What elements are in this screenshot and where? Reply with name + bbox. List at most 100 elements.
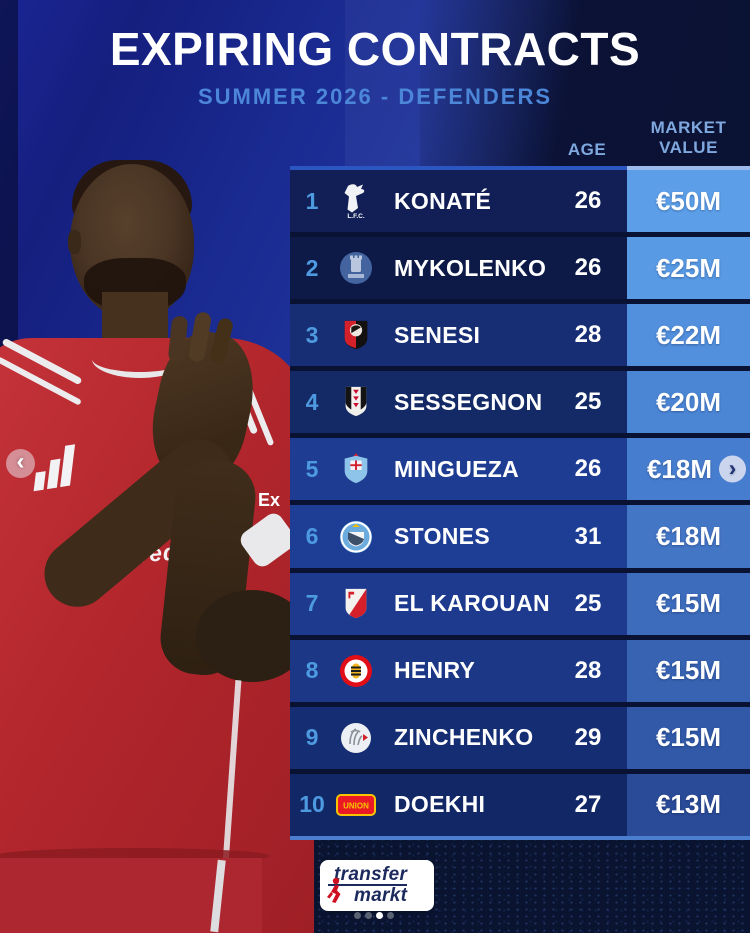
player-age: 31 bbox=[574, 522, 602, 550]
rank: 7 bbox=[305, 590, 319, 617]
market-value: €50M bbox=[655, 185, 722, 216]
svg-text:L.F.C.: L.F.C. bbox=[347, 213, 365, 220]
market-value: €13M bbox=[655, 789, 722, 820]
market-value: €18M bbox=[646, 453, 713, 484]
player-ear bbox=[68, 230, 81, 254]
player-age: 26 bbox=[574, 187, 602, 215]
carousel-dot[interactable] bbox=[365, 912, 372, 919]
shirt-collar bbox=[92, 340, 188, 378]
brand-text: markt bbox=[354, 885, 408, 906]
table-top-border bbox=[290, 166, 627, 170]
player-name: EL KAROUANI bbox=[394, 590, 549, 617]
player-age: 26 bbox=[574, 455, 602, 483]
carousel-prev-button[interactable]: ‹ bbox=[6, 449, 35, 478]
carousel-dot[interactable] bbox=[354, 912, 361, 919]
ajax-crest bbox=[334, 720, 378, 756]
table-row: 5 MINGUEZA 26 €18M › bbox=[290, 438, 750, 501]
market-value-cell: €18M bbox=[627, 505, 750, 568]
rank: 9 bbox=[305, 724, 319, 751]
table-row: 7 EL KAROUANI 25 €15M bbox=[290, 572, 750, 635]
manchester-city-crest bbox=[334, 519, 378, 555]
market-value-cell: €50M bbox=[627, 170, 750, 233]
shirt-sponsor-text: ndard bbox=[85, 511, 156, 543]
table-row: 2 MYKOLENKO 26 €25M bbox=[290, 237, 750, 300]
shirt-sponsor-text: hartered bbox=[77, 538, 179, 572]
market-value-cell: €20M bbox=[627, 371, 750, 434]
player-age: 26 bbox=[574, 254, 602, 282]
rank: 2 bbox=[305, 254, 319, 281]
rank: 3 bbox=[305, 321, 319, 348]
rank: 10 bbox=[299, 791, 325, 818]
celta-vigo-crest bbox=[334, 451, 378, 487]
rank: 6 bbox=[305, 523, 319, 550]
expiring-contracts-table: 1 L.F.C. KONATÉ 26 €50M 2 MYKOLENKO 26 €… bbox=[290, 166, 750, 840]
market-value: €25M bbox=[655, 252, 722, 283]
table-row: 10 UNION DOEKHI 27 €13M bbox=[290, 773, 750, 836]
player-finger bbox=[187, 310, 213, 364]
player-age: 29 bbox=[574, 723, 602, 751]
player-name: HENRY bbox=[394, 657, 476, 684]
liverpool-crest: L.F.C. bbox=[334, 182, 378, 220]
bournemouth-crest bbox=[334, 317, 378, 353]
transfermarkt-player-icon bbox=[327, 877, 341, 903]
market-value-cell: €15M bbox=[627, 572, 750, 635]
transfermarkt-logo: transfer markt bbox=[322, 862, 432, 909]
player-hair bbox=[72, 160, 192, 224]
table-row: 3 SENESI 28 €22M bbox=[290, 304, 750, 367]
market-value: €20M bbox=[655, 386, 722, 417]
carousel-dot-active[interactable] bbox=[376, 912, 383, 919]
chevron-right-icon: › bbox=[728, 455, 737, 481]
market-value: €22M bbox=[655, 319, 722, 350]
player-neck bbox=[102, 292, 168, 348]
brand-text: transfer bbox=[328, 865, 408, 886]
adidas-logo-icon bbox=[27, 433, 104, 492]
carousel-dot[interactable] bbox=[387, 912, 394, 919]
player-name: SESSEGNON bbox=[394, 388, 543, 415]
background-dark-corner bbox=[420, 0, 750, 174]
background-left-strip bbox=[0, 0, 18, 420]
player-age: 25 bbox=[574, 388, 602, 416]
carousel-dots bbox=[354, 912, 394, 919]
rank: 4 bbox=[305, 388, 319, 415]
player-beard bbox=[84, 258, 186, 312]
page-title: EXPIRING CONTRACTS bbox=[109, 23, 641, 75]
table-row: 8 HENRY 28 €15M bbox=[290, 639, 750, 702]
shoulder-stripe bbox=[224, 365, 259, 435]
market-value-cell: €22M bbox=[627, 304, 750, 367]
market-value: €18M bbox=[655, 521, 722, 552]
background-board-text: Ex bbox=[258, 490, 281, 510]
player-age: 28 bbox=[574, 321, 602, 349]
brentford-crest bbox=[334, 653, 378, 689]
market-value: €15M bbox=[655, 655, 722, 686]
market-value-cell: €15M bbox=[627, 639, 750, 702]
player-name: SENESI bbox=[394, 321, 481, 348]
shoulder-stripe bbox=[239, 371, 275, 447]
player-age: 28 bbox=[574, 656, 602, 684]
page-subtitle: SUMMER 2026 - DEFENDERS bbox=[197, 84, 553, 109]
carousel-next-button[interactable]: › bbox=[719, 455, 746, 483]
fulham-crest bbox=[334, 384, 378, 420]
player-name: DOEKHI bbox=[394, 791, 486, 818]
table-row: 9 ZINCHENKO 29 €15M bbox=[290, 706, 750, 769]
column-header-age: AGE bbox=[567, 140, 607, 159]
player-age: 25 bbox=[574, 589, 602, 617]
player-name: ZINCHENKO bbox=[394, 724, 534, 751]
player-name: KONATÉ bbox=[394, 187, 492, 214]
chevron-left-icon: ‹ bbox=[16, 448, 25, 475]
everton-crest bbox=[334, 250, 378, 286]
player-name: STONES bbox=[394, 523, 490, 550]
player-finger bbox=[167, 315, 189, 363]
table-bottom-border bbox=[290, 836, 750, 840]
rank: 5 bbox=[305, 455, 319, 482]
market-value-cell: €15M bbox=[627, 706, 750, 769]
market-value-cell: €13M bbox=[627, 773, 750, 836]
union-berlin-crest: UNION bbox=[334, 791, 378, 819]
table-row: 1 L.F.C. KONATÉ 26 €50M bbox=[290, 170, 750, 233]
svg-text:UNION: UNION bbox=[343, 801, 369, 810]
table-top-border-value bbox=[627, 166, 750, 170]
rank: 8 bbox=[305, 657, 319, 684]
player-forearm bbox=[30, 425, 246, 621]
market-value: €15M bbox=[655, 588, 722, 619]
player-hands bbox=[141, 323, 265, 493]
